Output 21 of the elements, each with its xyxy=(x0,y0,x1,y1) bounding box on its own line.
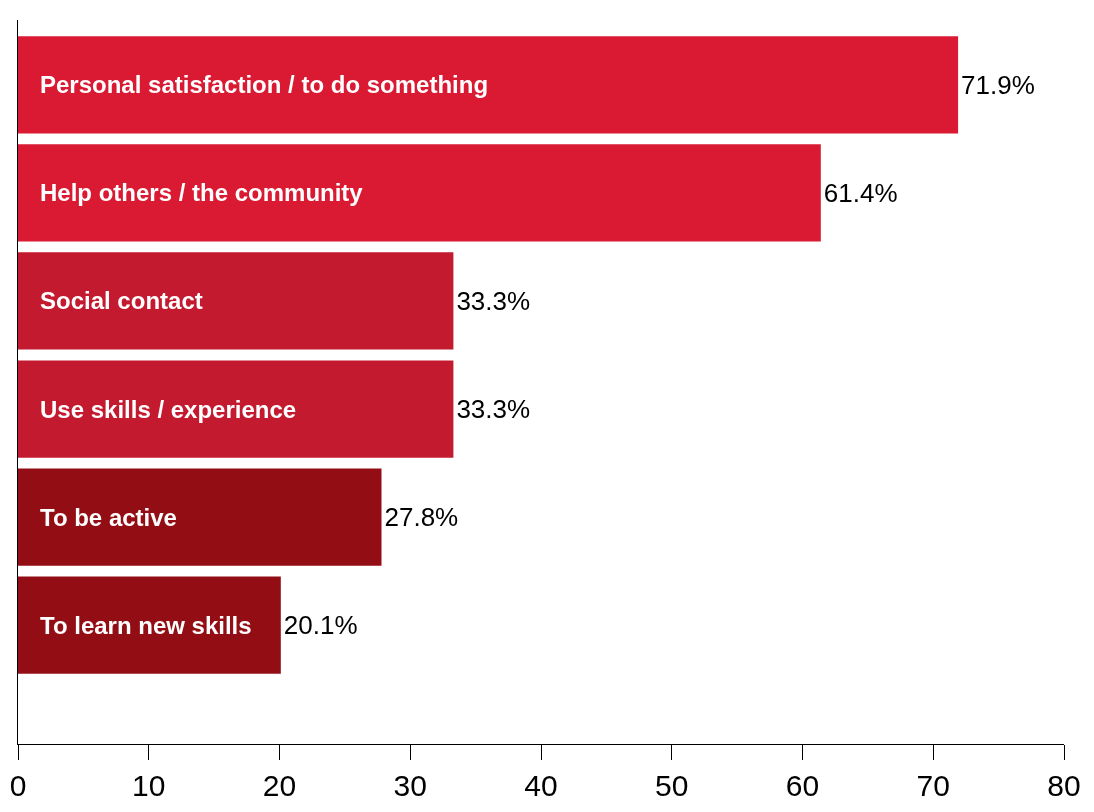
data-label: 71.9% xyxy=(961,69,1035,100)
y-tick-label: To learn new skills xyxy=(40,612,252,639)
y-tick-label: Social contact xyxy=(40,287,203,314)
x-tick-label: 60 xyxy=(785,769,820,802)
x-tick-label: 0 xyxy=(9,769,27,802)
y-tick-label: Use skills / experience xyxy=(40,396,297,423)
x-tick-label: 70 xyxy=(916,769,950,802)
x-tick-label: 30 xyxy=(393,769,427,802)
data-label: 27.8% xyxy=(384,502,459,533)
data-label: 33.3% xyxy=(456,394,531,425)
x-tick-label: 20 xyxy=(262,769,297,802)
data-label: 61.4% xyxy=(823,177,898,208)
data-label: 20.1% xyxy=(283,610,358,641)
y-tick-label: To be active xyxy=(40,504,177,531)
x-tick-label: 50 xyxy=(655,769,689,802)
x-tick-label: 10 xyxy=(132,769,166,802)
y-tick-label: Personal satisfaction / to do something xyxy=(40,71,489,98)
data-label: 33.3% xyxy=(456,285,531,316)
x-tick-label: 80 xyxy=(1047,769,1081,802)
x-tick-label: 40 xyxy=(524,769,558,802)
y-tick-label: Help others / the community xyxy=(40,179,364,206)
